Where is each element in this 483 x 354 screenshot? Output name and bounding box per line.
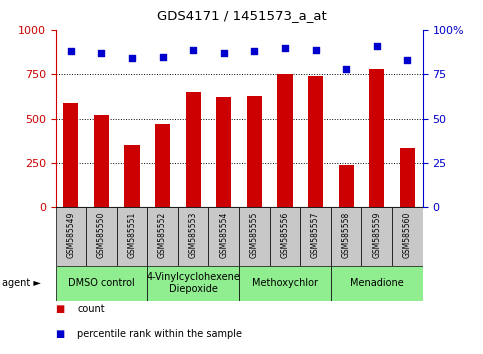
Text: GSM585551: GSM585551: [128, 212, 137, 258]
Bar: [117, 207, 147, 266]
Bar: [392, 207, 423, 266]
Bar: [339, 166, 354, 207]
Text: GSM585557: GSM585557: [311, 212, 320, 258]
Point: [98, 50, 105, 56]
Bar: [147, 266, 239, 301]
Point: [128, 56, 136, 61]
Text: 4-Vinylcyclohexene
Diepoxide: 4-Vinylcyclohexene Diepoxide: [146, 272, 240, 294]
Text: GSM585558: GSM585558: [341, 212, 351, 258]
Text: GSM585552: GSM585552: [158, 212, 167, 258]
Bar: [331, 207, 361, 266]
Bar: [331, 266, 423, 301]
Text: Menadione: Menadione: [350, 278, 404, 288]
Bar: [63, 103, 78, 207]
Text: GSM585554: GSM585554: [219, 212, 228, 258]
Bar: [270, 207, 300, 266]
Point: [67, 48, 75, 54]
Bar: [400, 148, 415, 207]
Point: [312, 47, 319, 52]
Point: [189, 47, 197, 52]
Text: ■: ■: [56, 329, 65, 339]
Bar: [369, 69, 384, 207]
Bar: [209, 207, 239, 266]
Point: [373, 43, 381, 49]
Text: DMSO control: DMSO control: [68, 278, 135, 288]
Text: GSM585553: GSM585553: [189, 212, 198, 258]
Text: agent ►: agent ►: [2, 278, 41, 288]
Text: GSM585549: GSM585549: [66, 212, 75, 258]
Text: GSM585560: GSM585560: [403, 212, 412, 258]
Bar: [56, 207, 86, 266]
Point: [403, 57, 411, 63]
Text: count: count: [77, 304, 105, 314]
Bar: [247, 96, 262, 207]
Bar: [239, 266, 331, 301]
Point: [342, 66, 350, 72]
Text: GSM585555: GSM585555: [250, 212, 259, 258]
Bar: [147, 207, 178, 266]
Point: [281, 45, 289, 51]
Bar: [300, 207, 331, 266]
Bar: [216, 97, 231, 207]
Point: [220, 50, 227, 56]
Bar: [56, 266, 147, 301]
Bar: [185, 92, 201, 207]
Bar: [308, 76, 323, 207]
Text: GSM585550: GSM585550: [97, 212, 106, 258]
Text: GSM585556: GSM585556: [281, 212, 289, 258]
Point: [251, 48, 258, 54]
Text: ■: ■: [56, 304, 65, 314]
Bar: [155, 124, 170, 207]
Text: GDS4171 / 1451573_a_at: GDS4171 / 1451573_a_at: [156, 9, 327, 22]
Bar: [178, 207, 209, 266]
Bar: [86, 207, 117, 266]
Bar: [125, 145, 140, 207]
Text: GSM585559: GSM585559: [372, 212, 381, 258]
Bar: [277, 74, 293, 207]
Text: Methoxychlor: Methoxychlor: [252, 278, 318, 288]
Text: percentile rank within the sample: percentile rank within the sample: [77, 329, 242, 339]
Bar: [94, 115, 109, 207]
Bar: [361, 207, 392, 266]
Bar: [239, 207, 270, 266]
Point: [159, 54, 167, 59]
